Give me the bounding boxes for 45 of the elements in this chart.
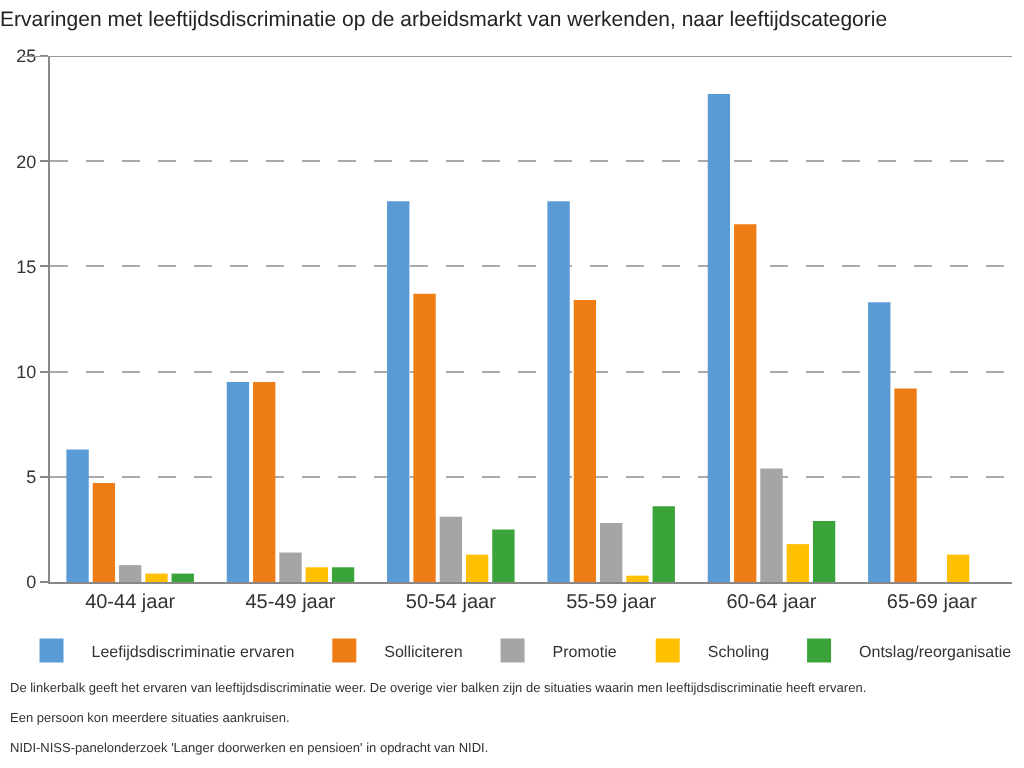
bar	[734, 224, 757, 582]
legend-label: Solliciteren	[384, 642, 463, 661]
bar	[492, 529, 515, 582]
bar	[92, 483, 116, 582]
bar	[894, 388, 917, 582]
bar	[66, 449, 89, 582]
bar	[413, 293, 436, 582]
y-tick-label: 5	[26, 467, 37, 488]
bar	[387, 201, 410, 582]
legend-label: Leefijdsdiscriminatie ervaren	[91, 642, 295, 661]
y-tick-label: 15	[16, 256, 37, 277]
bar	[707, 93, 731, 582]
y-tick-label: 20	[16, 151, 37, 172]
bar	[812, 520, 836, 582]
bar	[305, 567, 328, 582]
bar	[253, 382, 276, 582]
y-tick-label: 0	[26, 572, 37, 593]
bar	[547, 201, 570, 582]
legend-label: Scholing	[707, 642, 770, 661]
bar	[439, 516, 462, 582]
x-tick-label: 45-49 jaar	[245, 592, 337, 614]
x-tick-label: 60-64 jaar	[726, 592, 818, 614]
bar	[946, 554, 970, 582]
x-tick-label: 40-44 jaar	[85, 592, 177, 614]
legend-label: Ontslag/reorganisatie	[859, 642, 1013, 661]
bar	[573, 300, 597, 582]
x-tick-label: 65-69 jaar	[886, 592, 979, 614]
bar	[226, 382, 250, 582]
bar	[145, 573, 168, 582]
legend-label: Promotie	[552, 642, 618, 661]
chart-title: Ervaringen met leeftijdsdiscriminatie op de arbeidsmarkt van werkenden, naar leeftijdscategorie	[0, 8, 888, 33]
bar	[786, 544, 809, 582]
x-tick-label: 50-54 jaar	[405, 592, 498, 614]
bar	[626, 575, 649, 582]
bar	[279, 552, 302, 582]
bar	[600, 523, 623, 582]
bar	[465, 554, 489, 582]
bar	[868, 302, 891, 582]
x-tick-label: 55-59 jaar	[566, 592, 658, 614]
bar	[331, 567, 355, 582]
bar	[119, 565, 142, 582]
y-tick-label: 10	[16, 361, 37, 382]
bar	[652, 506, 675, 582]
bar	[171, 573, 194, 582]
y-tick-label: 25	[16, 46, 37, 67]
